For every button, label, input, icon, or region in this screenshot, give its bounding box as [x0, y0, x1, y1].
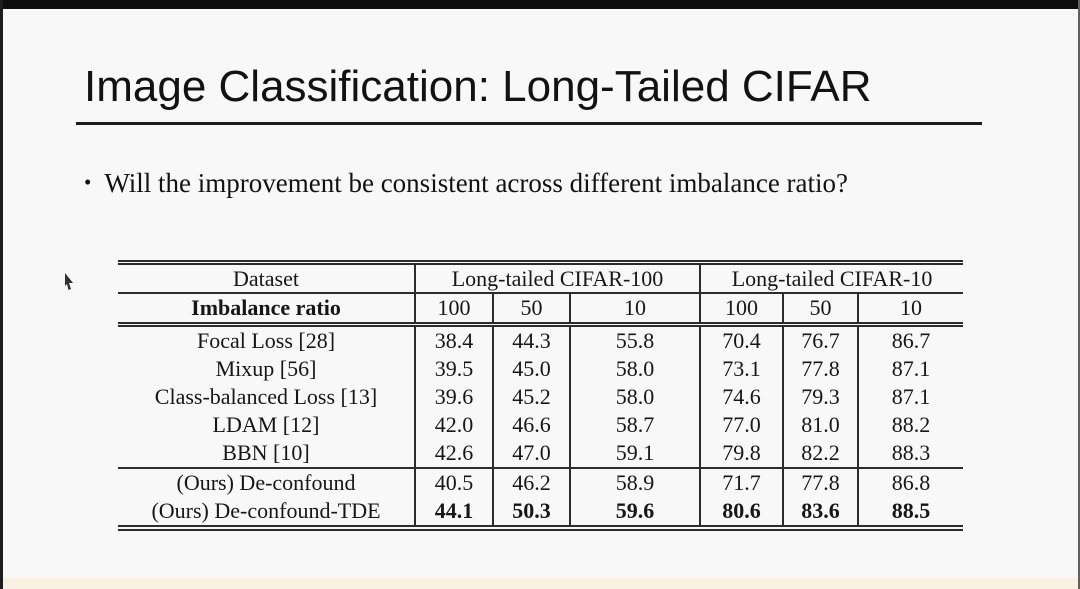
- value-cell: 70.4: [699, 324, 784, 355]
- value-cell: 77.8: [782, 467, 859, 497]
- results-table: Dataset Long-tailed CIFAR-100 Long-taile…: [118, 260, 964, 531]
- value-cell: 59.1: [568, 439, 701, 468]
- imbalance-ratio-label: Imbalance ratio: [118, 293, 415, 327]
- value-cell: 88.3: [857, 439, 964, 468]
- value-cell: 87.1: [857, 383, 964, 411]
- value-cell: 46.6: [492, 411, 570, 439]
- value-cell: 76.7: [782, 324, 859, 355]
- value-cell: 44.3: [492, 324, 570, 355]
- method-cell: Focal Loss [28]: [196, 328, 336, 353]
- value-cell: 42.0: [414, 411, 493, 439]
- value-cell: 42.6: [414, 439, 493, 468]
- table-row: Mixup [56] 39.5 45.0 58.0 73.1 77.8 87.1: [118, 355, 964, 383]
- value-cell: 77.0: [699, 411, 784, 439]
- value-cell: 83.6: [782, 497, 859, 528]
- ratio-cell: 10: [857, 293, 964, 327]
- imbalance-ratio-row: Imbalance ratio 100 50 10 100 50 10: [118, 293, 964, 327]
- value-cell: 81.0: [782, 411, 859, 439]
- value-cell: 45.0: [492, 355, 570, 383]
- ratio-cell: 50: [782, 293, 859, 327]
- bottom-strip: [3, 578, 1078, 589]
- value-cell: 46.2: [492, 467, 570, 497]
- method-cell: (Ours) De-confound-TDE: [151, 498, 381, 523]
- bullet-marker: •: [84, 170, 92, 194]
- table-row: (Ours) De-confound 40.5 46.2 58.9 71.7 77.8 86…: [118, 467, 964, 497]
- value-cell: 88.5: [857, 497, 964, 528]
- value-cell: 86.7: [857, 324, 964, 355]
- group-header-cifar10: Long-tailed CIFAR-10: [699, 262, 964, 294]
- value-cell: 44.1: [414, 497, 493, 528]
- group-header-cifar100: Long-tailed CIFAR-100: [413, 262, 701, 294]
- value-cell: 58.0: [568, 383, 701, 411]
- window-left-border: [0, 0, 3, 589]
- mouse-cursor-icon: [65, 273, 73, 290]
- method-cell: Mixup [56]: [215, 356, 317, 381]
- value-cell: 82.2: [782, 439, 859, 468]
- value-cell: 88.2: [857, 411, 964, 439]
- value-cell: 74.6: [699, 383, 784, 411]
- value-cell: 47.0: [492, 439, 570, 468]
- value-cell: 59.6: [568, 497, 701, 528]
- window-top-border: [0, 0, 1080, 9]
- value-cell: 39.5: [414, 355, 493, 383]
- table-row: Class-balanced Loss [13] 39.6 45.2 58.0 74.6…: [118, 383, 964, 411]
- value-cell: 79.3: [782, 383, 859, 411]
- method-cell: LDAM [12]: [212, 412, 320, 437]
- ratio-cell: 50: [492, 293, 570, 327]
- title-underline: [76, 122, 982, 125]
- value-cell: 58.9: [568, 467, 701, 497]
- table-row: BBN [10] 42.6 47.0 59.1 79.8 82.2 88.3: [118, 439, 964, 468]
- value-cell: 80.6: [699, 497, 784, 528]
- bullet-line: • Will the improvement be consistent acro…: [84, 168, 848, 199]
- bullet-text: Will the improvement be consistent acros…: [104, 168, 849, 198]
- table-row: Focal Loss [28] 38.4 44.3 55.8 70.4 76.7 86.7: [118, 324, 964, 355]
- table-row: (Ours) De-confound-TDE 44.1 50.3 59.6 80.6 83…: [118, 497, 964, 528]
- slide-title: Image Classification: Long-Tailed CIFAR: [84, 62, 872, 111]
- method-cell: (Ours) De-confound: [118, 467, 415, 497]
- dataset-header-row: Dataset Long-tailed CIFAR-100 Long-taile…: [118, 262, 964, 294]
- value-cell: 58.0: [568, 355, 701, 383]
- value-cell: 73.1: [699, 355, 784, 383]
- window-right-border: [1078, 0, 1080, 589]
- table-row: LDAM [12] 42.0 46.6 58.7 77.0 81.0 88.2: [118, 411, 964, 439]
- method-cell: BBN [10]: [222, 440, 310, 465]
- value-cell: 77.8: [782, 355, 859, 383]
- value-cell: 40.5: [414, 467, 493, 497]
- value-cell: 38.4: [414, 324, 493, 355]
- ours-rows: (Ours) De-confound 40.5 46.2 58.9 71.7 77.8 86…: [118, 467, 964, 528]
- value-cell: 45.2: [492, 383, 570, 411]
- value-cell: 87.1: [857, 355, 964, 383]
- method-cell: Class-balanced Loss [13]: [154, 384, 378, 409]
- value-cell: 86.8: [857, 467, 964, 497]
- value-cell: 50.3: [492, 497, 570, 528]
- baseline-rows: Focal Loss [28] 38.4 44.3 55.8 70.4 76.7 86.7 M…: [118, 324, 964, 468]
- value-cell: 58.7: [568, 411, 701, 439]
- value-cell: 79.8: [699, 439, 784, 468]
- ratio-cell: 100: [699, 293, 784, 327]
- value-cell: 55.8: [568, 324, 701, 355]
- ratio-cell: 100: [414, 293, 493, 327]
- value-cell: 39.6: [414, 383, 493, 411]
- value-cell: 71.7: [699, 467, 784, 497]
- dataset-header-cell: Dataset: [118, 262, 415, 294]
- ratio-cell: 10: [568, 293, 701, 327]
